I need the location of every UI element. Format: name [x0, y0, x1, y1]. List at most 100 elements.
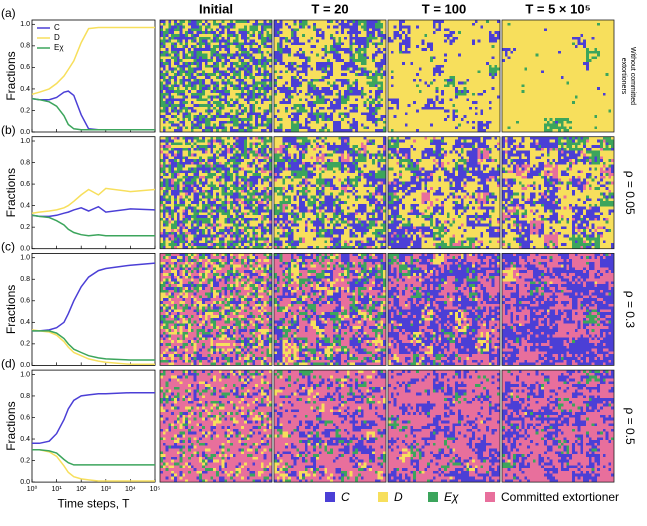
series-line: [31, 205, 156, 218]
lattice-frame: [273, 136, 387, 250]
series-line: [31, 187, 156, 214]
legend-label: Committed extortioner: [501, 490, 619, 504]
row-label: ρ = 0.05: [623, 171, 637, 215]
lattice-cells: [502, 264, 598, 327]
panel-label: (d): [1, 356, 16, 370]
lattice-cells: [502, 139, 614, 249]
y-tick-label: 0.0: [20, 129, 30, 136]
lattice-cells: [388, 370, 500, 483]
plot-frame: [31, 369, 156, 483]
plot-frame: [31, 19, 156, 133]
lattice-cells: [160, 370, 272, 483]
y-tick-label: 0.6: [20, 298, 30, 305]
y-tick-label: 0.2: [20, 107, 30, 114]
lattice-frame: [387, 19, 501, 133]
series-line: [32, 449, 155, 482]
y-axis-label: Fractions: [4, 168, 18, 217]
lattice-cells: [388, 136, 500, 249]
y-tick-label: 0.0: [20, 479, 30, 486]
y-tick-label: 0.6: [20, 181, 30, 188]
x-tick-label: 10⁴: [125, 486, 136, 493]
series-line: [31, 97, 155, 131]
panel-label: (b): [1, 123, 16, 137]
column-header: Initial: [199, 1, 233, 16]
y-tick-label: 0.6: [20, 414, 30, 421]
y-tick-label: 0.8: [20, 43, 30, 50]
lattice-frame: [501, 252, 615, 366]
lattice-frame: [387, 369, 501, 483]
lattice-cells: [388, 253, 500, 366]
y-tick-label: 0.8: [20, 276, 30, 283]
lattice-cells: [274, 139, 386, 249]
series-line: [32, 330, 155, 361]
lattice-frame: [159, 252, 273, 366]
x-tick-label: 10¹: [52, 486, 63, 493]
y-tick-label: 0.8: [20, 159, 30, 166]
y-tick-label: 1.0: [20, 138, 30, 145]
lattice-frame: [387, 136, 501, 250]
y-tick-label: 0.4: [20, 319, 30, 326]
column-header: T = 100: [422, 1, 466, 16]
lattice-cells: [160, 136, 272, 249]
y-tick-label: 0.2: [20, 224, 30, 231]
plot-frame: [31, 252, 156, 366]
y-tick-label: 0.2: [20, 341, 30, 348]
y-tick-label: 1.0: [20, 255, 30, 262]
x-tick-label: 10³: [101, 486, 112, 493]
series-line: [32, 449, 155, 466]
x-tick-label: 10⁰: [27, 485, 38, 493]
series-line: [31, 329, 155, 366]
y-tick-label: 1.0: [20, 371, 30, 378]
legend-label: C: [341, 490, 350, 504]
lattice-frame: [159, 136, 273, 250]
column-header: T = 20: [311, 1, 348, 16]
lattice-cells: [507, 22, 612, 132]
y-tick-label: 1.0: [20, 21, 30, 28]
lattice-cells: [507, 386, 544, 463]
y-tick-label: 0.0: [20, 362, 30, 369]
lattice-cells: [160, 20, 272, 132]
lattice-cells: [160, 253, 272, 366]
y-axis-label: Fractions: [4, 285, 18, 334]
plot-frame: [31, 136, 156, 250]
lattice-cells: [388, 136, 500, 249]
lattice-cells: [274, 253, 386, 366]
lattice-frame: [159, 369, 273, 483]
lattice-cells: [160, 136, 272, 249]
series-line: [31, 26, 155, 96]
lattice-cells: [274, 370, 386, 483]
panel-label: (c): [1, 240, 15, 254]
lattice-frame: [501, 136, 615, 250]
series-line: [32, 391, 155, 445]
lattice-frame: [273, 369, 387, 483]
lattice-frame: [501, 19, 615, 133]
legend-swatch: [485, 492, 495, 502]
legend-swatch: [325, 492, 335, 502]
legend-label: Eχ: [444, 490, 459, 504]
lattice-cells: [502, 370, 614, 483]
y-tick-label: 0.4: [20, 86, 30, 93]
series-line: [32, 262, 156, 332]
legend-swatch: [378, 492, 388, 502]
legend-label: D: [54, 33, 60, 42]
y-tick-label: 0.8: [20, 393, 30, 400]
lattice-frame: [273, 252, 387, 366]
y-tick-label: 0.2: [20, 457, 30, 464]
x-tick-label: 10⁵: [150, 486, 161, 493]
lattice-frame: [387, 252, 501, 366]
lattice-cells: [502, 253, 614, 366]
x-tick-label: 10²: [76, 486, 87, 493]
y-axis-label: Fractions: [4, 401, 18, 450]
lattice-frame: [273, 19, 387, 133]
y-tick-label: 0.6: [20, 64, 30, 71]
row-label-line: Without committed: [629, 47, 636, 105]
y-axis-label: Fractions: [4, 51, 18, 100]
y-tick-label: 0.4: [20, 202, 30, 209]
x-axis-label: Time steps, T: [57, 496, 130, 510]
lattice-frame: [159, 19, 273, 133]
lattice-cells: [274, 20, 386, 132]
legend-label: Eχ: [54, 43, 64, 52]
lattice-cells: [388, 253, 500, 366]
